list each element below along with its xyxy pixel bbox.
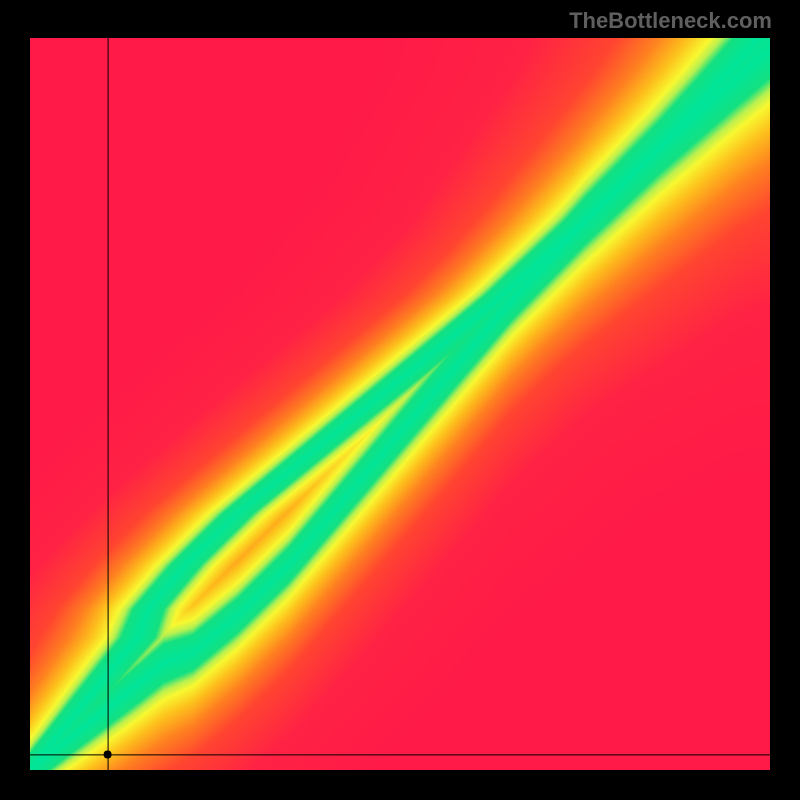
watermark-text: TheBottleneck.com [569,8,772,34]
heatmap-plot [30,38,770,770]
heatmap-canvas [30,38,770,770]
chart-container: TheBottleneck.com [0,0,800,800]
